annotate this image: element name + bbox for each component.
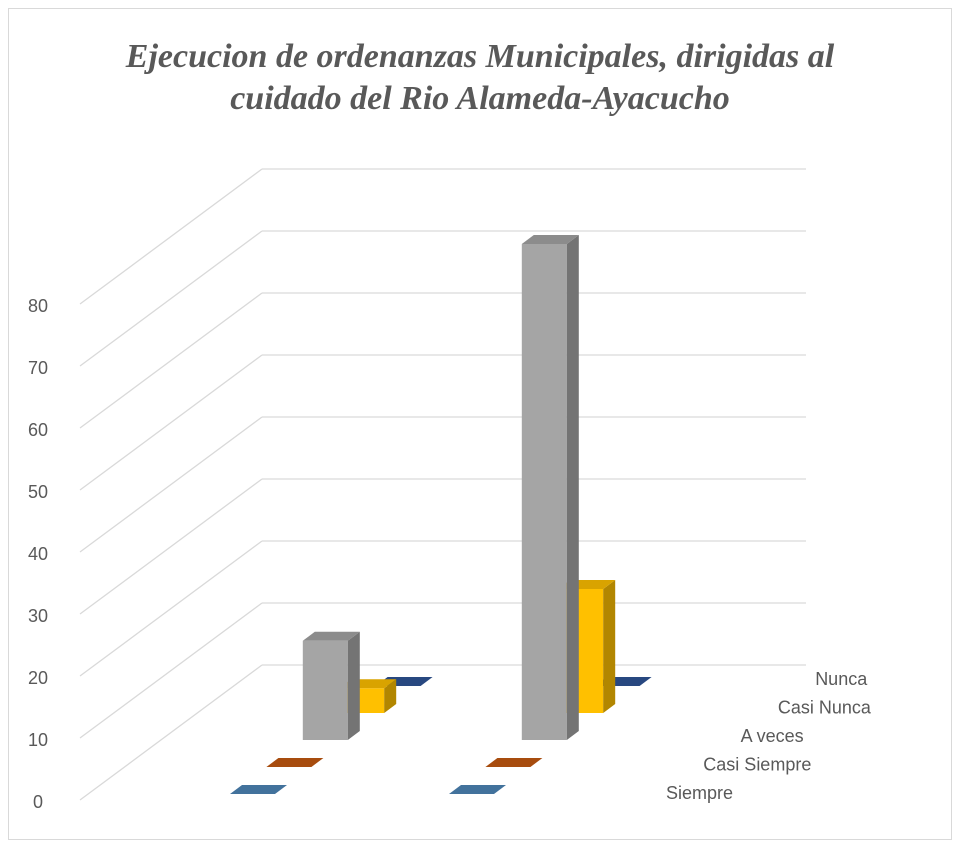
grid-line bbox=[79, 416, 263, 553]
bar bbox=[485, 758, 543, 767]
legend-label: Siempre bbox=[666, 783, 733, 803]
grid-line bbox=[79, 292, 263, 429]
y-tick-label: 60 bbox=[28, 420, 48, 440]
legend-label: Nunca bbox=[815, 669, 868, 689]
y-tick-label: 20 bbox=[28, 668, 48, 688]
bar-side bbox=[347, 631, 360, 740]
bar bbox=[449, 785, 506, 794]
bar-top bbox=[521, 235, 579, 244]
bar-top bbox=[230, 785, 287, 794]
bar-top bbox=[449, 785, 506, 794]
chart-frame bbox=[8, 8, 952, 840]
grid-line bbox=[79, 540, 263, 677]
legend-label: A veces bbox=[741, 726, 804, 746]
grid-line bbox=[79, 168, 263, 305]
y-tick-label: 40 bbox=[28, 544, 48, 564]
bar bbox=[266, 758, 324, 767]
legend-label: Casi Siempre bbox=[703, 754, 811, 774]
bar-front bbox=[302, 640, 348, 740]
y-tick-label: 70 bbox=[28, 358, 48, 378]
bar-front bbox=[521, 244, 567, 740]
grid-line bbox=[79, 602, 263, 739]
bar-side bbox=[566, 235, 579, 740]
bar-side bbox=[603, 580, 616, 713]
y-tick-label: 80 bbox=[28, 296, 48, 316]
bar bbox=[302, 631, 360, 740]
bar bbox=[521, 235, 579, 740]
grid-line bbox=[79, 230, 263, 367]
grid-line bbox=[79, 478, 263, 615]
bar-top bbox=[266, 758, 324, 767]
bar-top bbox=[302, 631, 360, 641]
y-tick-label: 50 bbox=[28, 482, 48, 502]
y-tick-label: 0 bbox=[33, 792, 43, 812]
legend-label: Casi Nunca bbox=[778, 697, 872, 717]
grid-line bbox=[79, 664, 263, 801]
bar-side bbox=[384, 679, 397, 713]
grid-line bbox=[79, 354, 263, 491]
bar bbox=[230, 785, 287, 794]
bar-top bbox=[485, 758, 543, 767]
chart-title: Ejecucion de ordenanzas Municipales, dir… bbox=[125, 38, 835, 117]
y-tick-label: 30 bbox=[28, 606, 48, 626]
y-tick-label: 10 bbox=[28, 730, 48, 750]
